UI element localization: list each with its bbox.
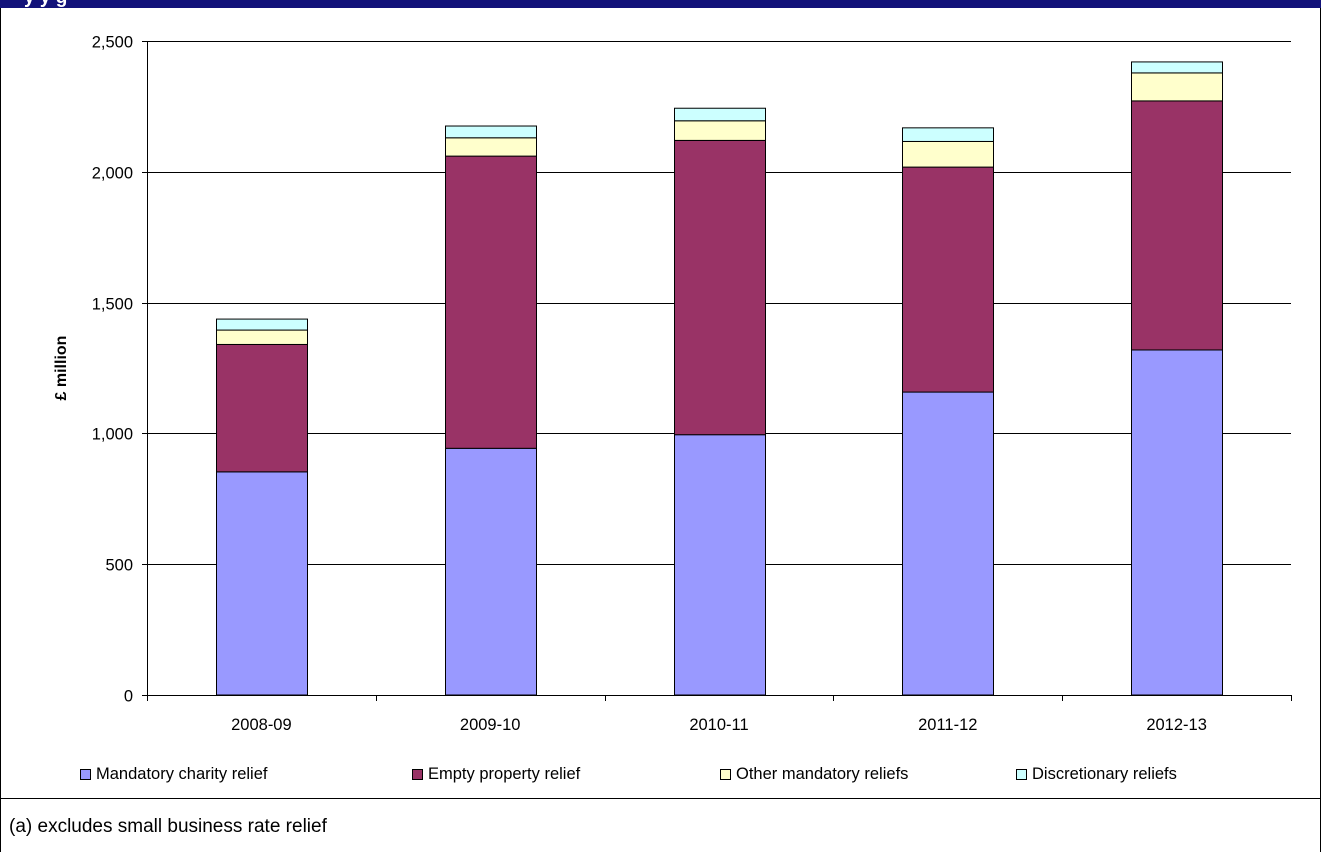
x-tick-label: 2009-10 (460, 716, 521, 734)
bar-stacks (216, 61, 1223, 696)
bar-segment-empty-property-relief (674, 139, 766, 436)
legend-swatch (720, 769, 731, 780)
bar-segment-other-mandatory-reliefs (674, 120, 766, 141)
bar-segment-other-mandatory-reliefs (1131, 72, 1223, 102)
bar-segment-empty-property-relief (445, 155, 537, 449)
y-axis-label: £ million (53, 336, 70, 401)
bar-segment-discretionary-reliefs (216, 318, 308, 331)
axes: 0 500 1,000 1,500 2,000 2,500 2008-09 2009-10 20… (92, 34, 1292, 734)
y-tick-label: 2,500 (92, 34, 133, 52)
legend-label: Discretionary reliefs (1032, 765, 1177, 783)
bar-segment-other-mandatory-reliefs (216, 329, 308, 345)
chart-title-fragment: y y g (24, 0, 67, 8)
legend-item: Mandatory charity relief (80, 765, 268, 784)
bar-segment-discretionary-reliefs (902, 127, 994, 142)
y-tick-label: 2,000 (92, 165, 133, 183)
bar-segment-mandatory-charity-relief (674, 434, 766, 696)
bar-segment-empty-property-relief (1131, 100, 1223, 351)
legend-label: Mandatory charity relief (96, 765, 268, 783)
bar-segment-mandatory-charity-relief (902, 391, 994, 696)
bar-segment-discretionary-reliefs (1131, 61, 1223, 74)
bar-segment-mandatory-charity-relief (445, 447, 537, 696)
legend-item: Empty property relief (412, 765, 580, 784)
bar-segment-empty-property-relief (902, 166, 994, 393)
chart-legend: Mandatory charity relief Empty property r… (0, 765, 1321, 785)
bar-segment-other-mandatory-reliefs (445, 137, 537, 157)
chart-title-bar: y y g (0, 0, 1321, 8)
bar-segment-mandatory-charity-relief (1131, 349, 1223, 696)
bar-segment-mandatory-charity-relief (216, 471, 308, 696)
footnote: (a) excludes small business rate relief (9, 816, 327, 837)
x-tick-label: 2011-12 (918, 716, 977, 734)
x-tick-label: 2012-13 (1146, 716, 1207, 734)
bar-segment-empty-property-relief (216, 343, 308, 473)
legend-swatch (1016, 769, 1027, 780)
legend-label: Other mandatory reliefs (736, 765, 909, 783)
y-tick-label: 0 (124, 688, 133, 706)
bar-segment-other-mandatory-reliefs (902, 140, 994, 168)
y-tick-label: 1,500 (92, 296, 133, 314)
legend-swatch (412, 769, 423, 780)
bar-segment-discretionary-reliefs (445, 125, 537, 139)
x-tick-label: 2008-09 (231, 716, 292, 734)
y-tick-label: 1,000 (92, 426, 133, 444)
footnote-box: (a) excludes small business rate relief (0, 799, 1321, 852)
legend-label: Empty property relief (428, 765, 581, 783)
y-tick-label: 500 (105, 557, 133, 575)
legend-swatch (80, 769, 91, 780)
legend-item: Other mandatory reliefs (720, 765, 908, 784)
legend-item: Discretionary reliefs (1016, 765, 1177, 784)
bar-segment-discretionary-reliefs (674, 107, 766, 122)
x-tick-label: 2010-11 (689, 716, 748, 734)
